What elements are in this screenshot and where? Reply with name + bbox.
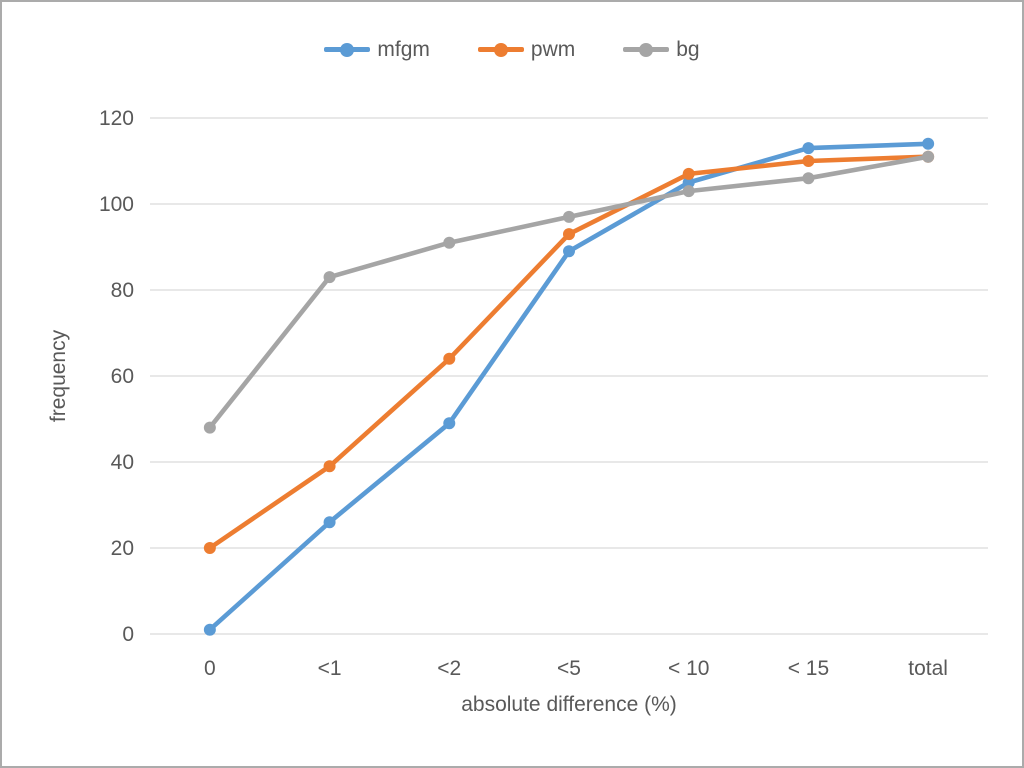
x-tick-label: <1	[318, 657, 342, 680]
series-bg-marker	[443, 236, 456, 249]
legend-dot-icon	[493, 42, 508, 57]
series-bg-marker	[922, 150, 935, 163]
series-mfgm-marker	[203, 623, 216, 636]
x-tick-label: <2	[437, 657, 461, 680]
y-tick-label: 120	[99, 107, 134, 130]
y-tick-label: 20	[111, 537, 134, 560]
series-pwm-marker	[203, 542, 216, 554]
y-axis-title: frequency	[47, 329, 70, 423]
legend-item-bg: bg	[623, 38, 700, 61]
legend-line-marker-icon	[477, 42, 524, 57]
y-tick-label: 0	[122, 623, 134, 646]
series-bg-marker	[563, 210, 575, 223]
legend-item-pwm: pwm	[477, 38, 576, 61]
series-bg-marker	[682, 185, 695, 198]
y-tick-label: 60	[111, 365, 134, 388]
y-tick-label: 40	[111, 451, 134, 474]
legend-label: bg	[676, 38, 700, 61]
series-mfgm-marker	[443, 417, 456, 430]
series-bg-marker	[203, 421, 216, 434]
x-tick-label: total	[908, 657, 948, 680]
x-axis-title: absolute difference (%)	[461, 693, 677, 716]
series-pwm-marker	[802, 155, 815, 167]
series-mfgm-marker	[802, 142, 815, 155]
legend-label: mfgm	[377, 38, 430, 61]
series-mfgm-marker	[922, 137, 935, 150]
x-tick-label: 0	[204, 657, 216, 680]
series-mfgm-marker	[323, 516, 336, 529]
legend-line-marker-icon	[324, 42, 371, 57]
chart-legend: mfgm pwm bg	[2, 39, 1022, 60]
y-tick-label: 100	[99, 193, 134, 216]
x-tick-label: < 10	[668, 657, 709, 680]
series-pwm-marker	[682, 167, 695, 180]
series-bg-line	[207, 154, 931, 430]
legend-label: pwm	[530, 38, 576, 61]
x-tick-label: <5	[557, 657, 581, 680]
series-bg-marker	[802, 172, 815, 185]
legend-dot-icon	[639, 42, 654, 57]
series-mfgm-marker	[682, 176, 695, 189]
legend-dot-icon	[340, 42, 355, 57]
series-pwm-marker	[563, 228, 575, 241]
legend-item-mfgm: mfgm	[324, 39, 430, 60]
series-pwm-marker	[443, 352, 456, 365]
series-mfgm-marker	[563, 245, 575, 258]
series-pwm-marker	[323, 460, 336, 473]
series-bg-marker	[323, 271, 336, 284]
y-tick-label: 80	[111, 279, 134, 302]
legend-line-marker-icon	[623, 42, 670, 57]
x-tick-label: < 15	[788, 657, 829, 680]
